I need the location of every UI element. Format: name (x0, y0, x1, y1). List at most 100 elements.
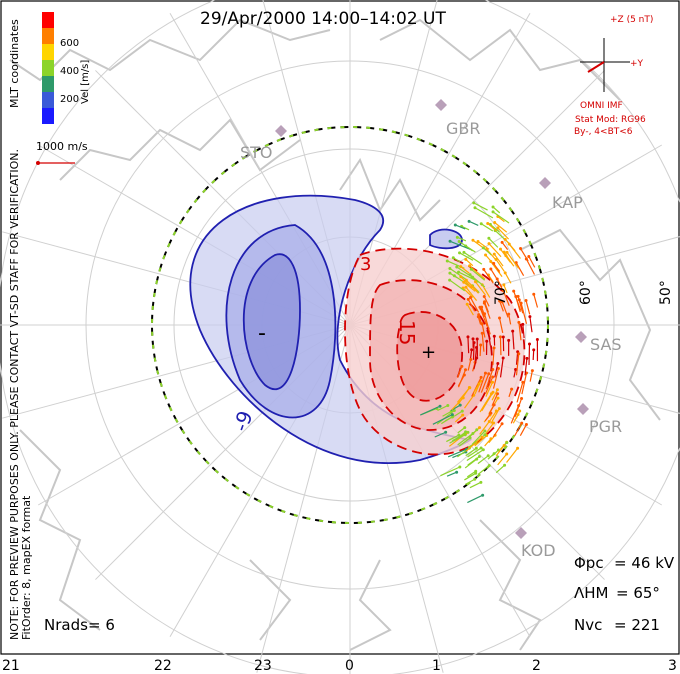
svg-text:STO: STO (240, 143, 273, 162)
velocity-vector (512, 331, 515, 350)
velocity-vector-origin (468, 386, 472, 390)
velocity-vector-origin (501, 335, 505, 339)
velocity-vector (481, 284, 491, 298)
velocity-vector (474, 435, 488, 447)
velocity-vector (528, 256, 536, 268)
preview-note: NOTE: FOR PREVIEW PURPOSES ONLY. PLEASE … (8, 149, 21, 640)
velocity-vector (475, 281, 486, 296)
velocity-vector-origin (491, 390, 495, 394)
colorbar-tick-200: 200 (60, 94, 79, 105)
velocity-vector (512, 414, 519, 424)
svg-text:SAS: SAS (590, 335, 622, 354)
velocity-vector-origin (510, 387, 514, 391)
velocity-vector-origin (473, 280, 477, 284)
velocity-vector-origin (461, 413, 465, 417)
velocity-vector (469, 481, 482, 489)
mlt-tick: 1 (432, 658, 441, 674)
velocity-vector-origin (487, 236, 491, 240)
velocity-vector-origin (459, 275, 463, 279)
colorbar-swatch (42, 92, 54, 108)
velocity-vector (492, 368, 500, 389)
velocity-vector (473, 357, 478, 370)
velocity-vector (470, 268, 486, 281)
mlt-tick: 0 (345, 658, 354, 674)
velocity-vector-origin (446, 403, 450, 407)
velocity-vector-origin (455, 470, 459, 474)
velocity-vector-origin (474, 446, 478, 450)
velocity-vector-origin (496, 448, 500, 452)
svg-text:Stat Mod: RG96: Stat Mod: RG96 (575, 115, 646, 125)
velocity-vector-origin (516, 413, 520, 417)
lat-label-50: 50° (658, 280, 674, 305)
velocity-vector-origin (528, 315, 532, 319)
velocity-vector-origin (517, 320, 521, 324)
velocity-vector-origin (527, 342, 531, 346)
velocity-vector-origin (450, 413, 454, 417)
velocity-vector-origin (453, 223, 457, 227)
velocity-vector-origin (520, 397, 524, 401)
velocity-vector-origin (517, 352, 521, 356)
velocity-vector-origin (514, 368, 518, 372)
velocity-vector-origin (535, 338, 539, 342)
velocity-vector-origin (505, 452, 509, 456)
velocity-vector-origin (464, 257, 468, 261)
velocity-vector (522, 324, 525, 339)
velocity-vector-origin (496, 226, 500, 230)
velocity-vector-origin (467, 219, 471, 223)
colorbar-swatch (42, 108, 54, 124)
velocity-vector-origin (492, 261, 496, 265)
velocity-vector-origin (527, 254, 531, 258)
negative-cell-inner (243, 253, 301, 391)
mlt-coordinates-note: MLT coordinates (8, 19, 21, 108)
velocity-vector-origin (458, 403, 462, 407)
velocity-vector-origin (455, 235, 459, 239)
velocity-vector (480, 373, 490, 393)
velocity-vector (514, 422, 523, 437)
velocity-vector-origin (489, 437, 493, 441)
svg-text:1000 m/s: 1000 m/s (36, 140, 88, 153)
radar-sites: STO GBR KAP SAS PGR KOD (240, 99, 622, 560)
velocity-vector-origin (463, 426, 467, 430)
velocity-vector-origin (487, 242, 491, 246)
velocity-vector-origin (492, 252, 496, 256)
site-sas: SAS (575, 331, 622, 354)
velocity-vector-origin (465, 302, 469, 306)
velocity-vector-origin (484, 253, 488, 257)
velocity-vector-origin (501, 289, 505, 293)
svg-text:Φpc: Φpc (574, 554, 604, 572)
contour-label-3: 3 (360, 254, 371, 275)
velocity-vector (491, 389, 498, 401)
velocity-vector (485, 369, 494, 390)
velocity-vector-origin (497, 407, 501, 411)
velocity-vector-origin (532, 348, 536, 352)
velocity-vector (467, 456, 480, 466)
velocity-vector (529, 370, 533, 382)
velocity-vector-origin (483, 371, 487, 375)
velocity-vector (492, 211, 510, 224)
velocity-vector-origin (491, 210, 495, 214)
velocity-vector-origin (507, 312, 511, 316)
colorbar-swatch (42, 76, 54, 92)
velocity-vector-origin (438, 404, 442, 408)
velocity-vector (458, 437, 471, 447)
velocity-vector (517, 296, 522, 307)
velocity-vector-origin (491, 375, 495, 379)
velocity-vector (465, 258, 474, 267)
velocity-vector (514, 398, 523, 418)
velocity-vector-origin (478, 305, 482, 309)
velocity-vector-origin (457, 433, 461, 437)
velocity-vector-origin (473, 477, 477, 481)
positive-max-marker: + (421, 342, 436, 363)
velocity-vector-origin (521, 380, 525, 384)
imf-vector (587, 61, 605, 73)
velocity-vector (490, 408, 500, 424)
velocity-vector-origin (480, 331, 484, 335)
mlt-tick: 2 (532, 658, 541, 674)
velocity-vector (465, 447, 477, 457)
velocity-vector (508, 314, 512, 325)
velocity-vector-origin (476, 239, 480, 243)
velocity-vector-origin (487, 463, 491, 467)
velocity-vector (492, 347, 495, 366)
contour-label-15: 15 (395, 320, 419, 345)
